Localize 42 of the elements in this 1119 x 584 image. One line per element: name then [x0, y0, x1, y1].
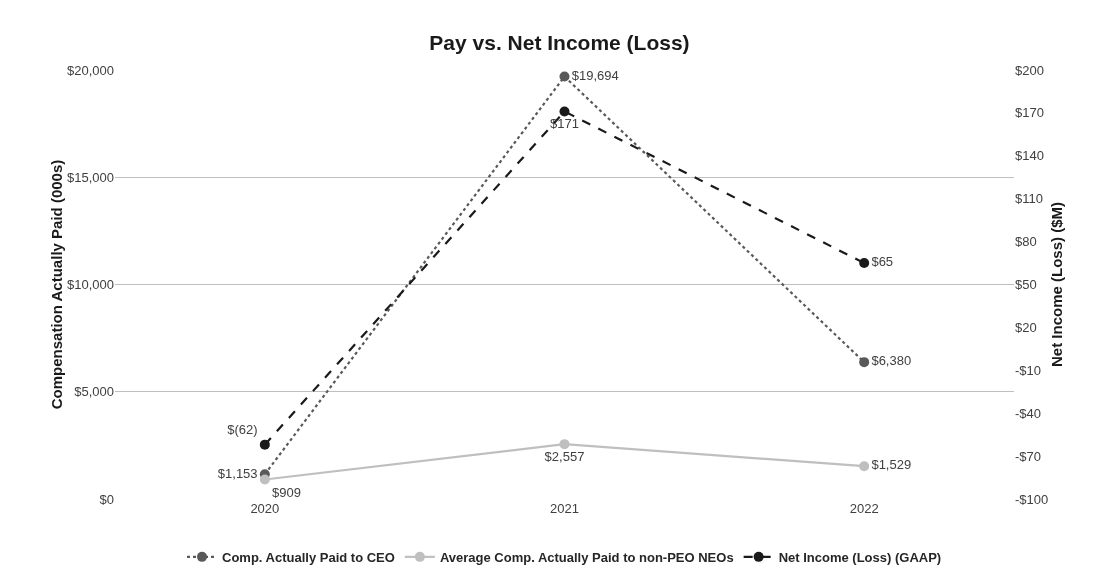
y2-axis-title: Net Income (Loss) ($M) [1047, 201, 1065, 368]
data-label: $(62) [227, 422, 258, 438]
y2-tick-label: $200 [1015, 62, 1044, 78]
point [559, 106, 570, 117]
y2-tick-label: $110 [1015, 191, 1043, 207]
data-label: $909 [272, 484, 301, 500]
y2-tick-label: $170 [1015, 105, 1044, 121]
y2-tick-label: $80 [1015, 234, 1037, 250]
point [259, 474, 270, 485]
data-label: $1,153 [217, 465, 258, 481]
x-tick-label: 2021 [550, 501, 579, 516]
y2-tick-label: $20 [1015, 319, 1037, 335]
x-tick-label: 2020 [250, 501, 280, 516]
data-label: $19,694 [571, 67, 619, 83]
data-label: $2,557 [544, 449, 585, 465]
y2-tick-label: -$40 [1015, 405, 1042, 421]
y2-tick-label: -$10 [1015, 362, 1042, 378]
point [559, 439, 570, 450]
y2-tick-label: $140 [1015, 148, 1044, 164]
point [859, 461, 870, 472]
y-axis-title: Compensation Actually Paid (000s) [48, 159, 65, 410]
legend-label: Net Income (Loss) (GAAP) [778, 549, 942, 565]
data-label: $171 [550, 116, 579, 132]
chart-title: Pay vs. Net Income (Loss) [429, 30, 690, 54]
data-label: $65 [871, 254, 894, 270]
y-tick-label: $0 [99, 491, 114, 507]
y-tick-label: $10,000 [67, 277, 114, 293]
y-tick-label: $5,000 [74, 384, 114, 400]
point [559, 71, 570, 82]
point [859, 357, 870, 368]
data-label: $6,380 [871, 353, 912, 369]
y2-tick-label: $50 [1015, 277, 1037, 293]
point [259, 439, 270, 450]
y2-tick-label: -$70 [1015, 448, 1042, 464]
legend-label: Average Comp. Actually Paid to non-PEO NEOs [439, 549, 734, 565]
data-label: $1,529 [871, 457, 912, 473]
x-tick-label: 2022 [849, 501, 879, 516]
y-tick-label: $20,000 [67, 62, 114, 78]
point [859, 258, 870, 269]
legend-label: Comp. Actually Paid to CEO [222, 549, 395, 565]
y2-tick-label: -$100 [1015, 491, 1049, 507]
y-tick-label: $15,000 [67, 169, 114, 185]
